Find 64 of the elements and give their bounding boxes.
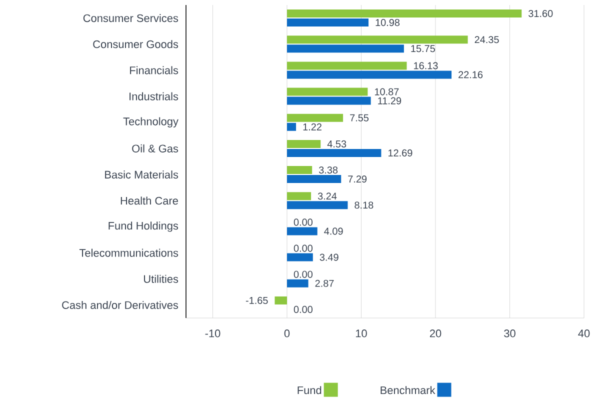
data-label: 0.00 bbox=[294, 244, 313, 252]
y-tick-label: Utilities bbox=[144, 274, 178, 283]
legend-label: Fund bbox=[298, 386, 322, 394]
data-label: 7.29 bbox=[348, 176, 367, 183]
bar bbox=[286, 140, 321, 148]
bar bbox=[286, 192, 312, 200]
bar bbox=[286, 44, 404, 53]
data-label: 31.60 bbox=[528, 10, 553, 18]
y-tick-label: Consumer Goods bbox=[93, 40, 178, 48]
bar bbox=[286, 166, 312, 174]
data-label: 16.13 bbox=[414, 62, 438, 70]
data-label: 3.49 bbox=[320, 254, 338, 261]
data-label: 10.87 bbox=[374, 88, 399, 96]
bar bbox=[286, 114, 344, 122]
data-label: 3.38 bbox=[318, 166, 338, 174]
data-label: 24.35 bbox=[474, 36, 499, 44]
y-tick-label: Consumer Services bbox=[83, 14, 178, 22]
data-label: 1.22 bbox=[303, 123, 322, 130]
bar bbox=[286, 279, 308, 288]
x-tick-label: 20 bbox=[430, 330, 442, 338]
x-tick-label: 0 bbox=[284, 330, 290, 338]
y-tick-label: Telecommunications bbox=[79, 248, 178, 257]
data-label: 22.16 bbox=[458, 71, 483, 78]
data-label: 0.00 bbox=[294, 306, 313, 313]
y-tick-label: Oil & Gas bbox=[132, 144, 178, 152]
bar bbox=[286, 36, 468, 44]
x-tick-label: 30 bbox=[504, 330, 516, 338]
data-label: 3.24 bbox=[318, 192, 337, 200]
bar bbox=[286, 18, 369, 27]
bar bbox=[274, 296, 287, 304]
y-tick-label: Cash and/or Derivatives bbox=[62, 300, 178, 309]
data-label: 0.00 bbox=[294, 270, 313, 278]
x-tick-label: 40 bbox=[578, 330, 590, 338]
data-label: 7.55 bbox=[350, 114, 369, 122]
bar bbox=[286, 88, 368, 96]
bar bbox=[286, 253, 313, 262]
bar bbox=[286, 122, 296, 131]
y-tick-label: Fund Holdings bbox=[108, 222, 178, 232]
data-label: 11.29 bbox=[378, 97, 402, 104]
y-tick-label: Financials bbox=[130, 66, 178, 74]
data-label: 2.87 bbox=[315, 280, 334, 287]
bar bbox=[286, 148, 382, 157]
data-label: 12.69 bbox=[388, 149, 412, 156]
legend-label: Benchmark bbox=[380, 386, 436, 394]
bar bbox=[286, 96, 371, 105]
bar bbox=[286, 175, 342, 184]
x-tick-label: -10 bbox=[205, 330, 220, 338]
data-label: 4.09 bbox=[324, 228, 343, 235]
y-tick-label: Basic Materials bbox=[105, 170, 178, 179]
bar bbox=[286, 62, 407, 70]
bar bbox=[286, 70, 452, 79]
y-tick-label: Health Care bbox=[120, 196, 178, 205]
bar bbox=[286, 227, 318, 236]
bar bbox=[286, 201, 348, 210]
x-tick-label: 10 bbox=[356, 330, 367, 338]
data-label: 10.98 bbox=[376, 19, 400, 26]
bar bbox=[286, 10, 522, 18]
data-label: 0.00 bbox=[294, 218, 313, 226]
y-tick-label: Technology bbox=[123, 117, 178, 128]
data-label: 8.18 bbox=[354, 202, 374, 209]
data-label: -1.65 bbox=[246, 296, 268, 304]
data-label: 4.53 bbox=[327, 140, 346, 148]
y-tick-label: Industrials bbox=[130, 92, 178, 100]
data-label: 15.75 bbox=[411, 45, 435, 52]
